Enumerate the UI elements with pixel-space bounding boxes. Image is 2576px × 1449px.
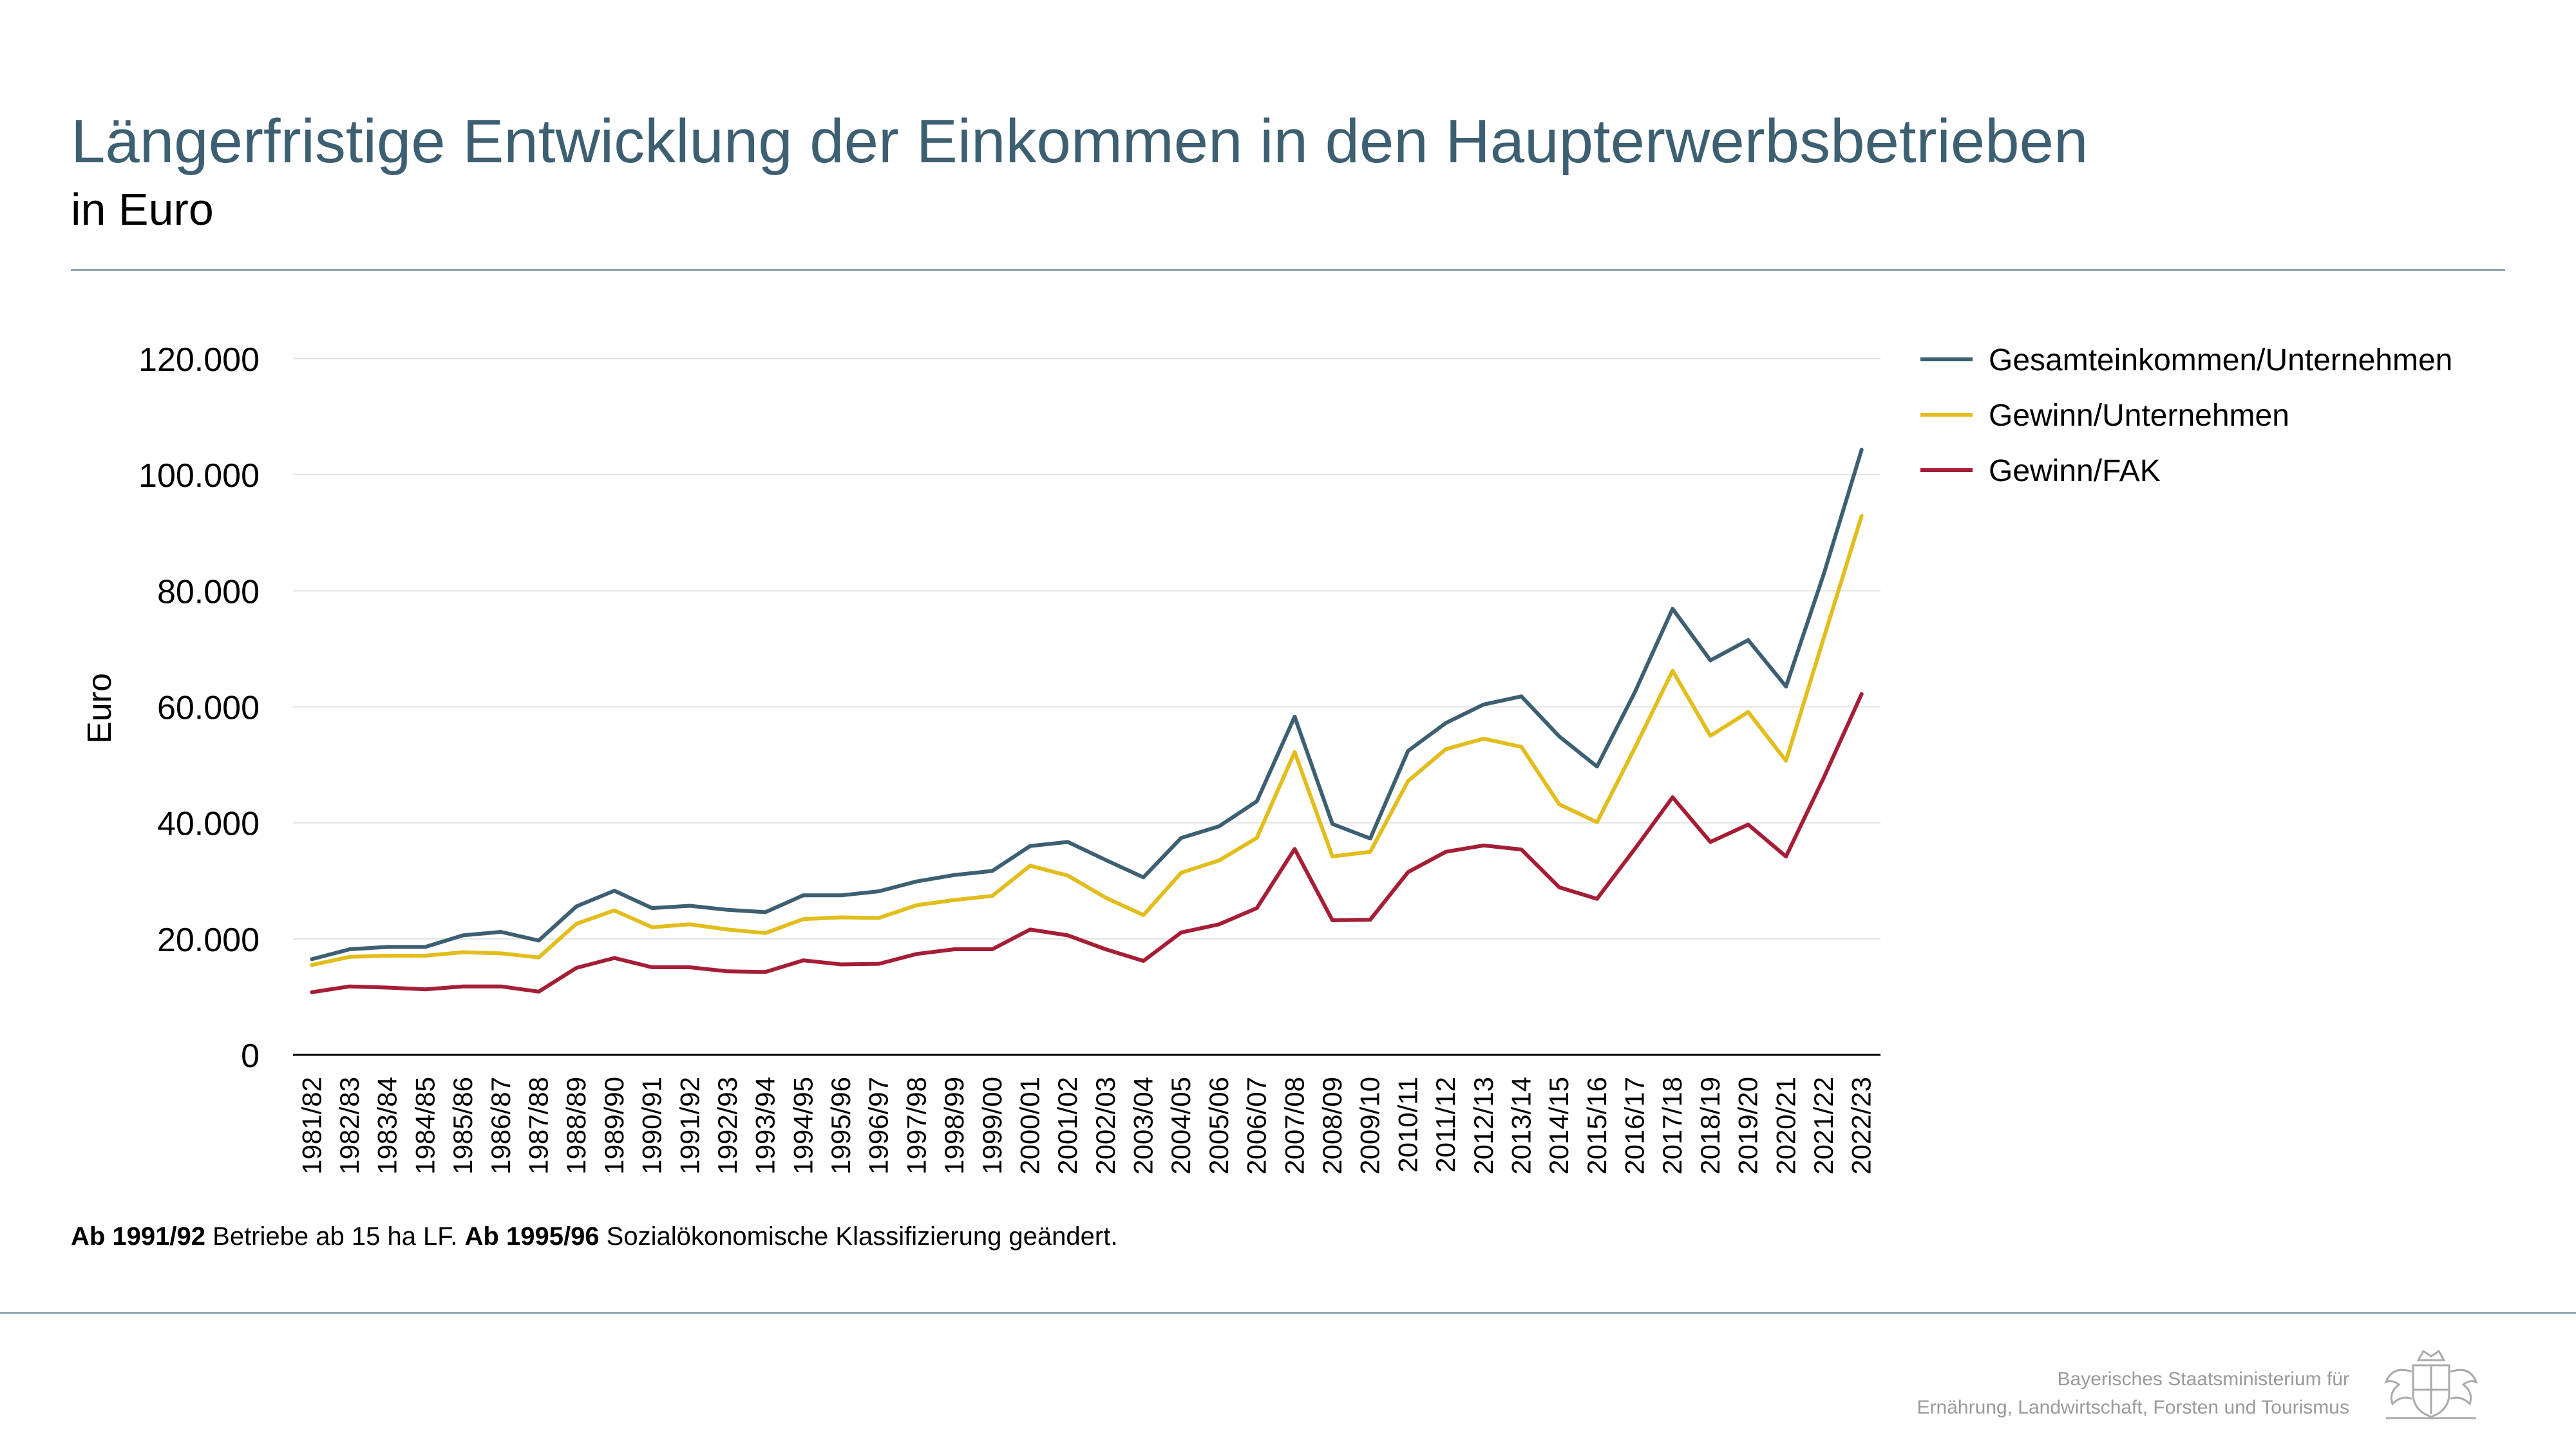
y-tick-label: 0 [241,1037,260,1075]
x-tick-label: 2000/01 [1014,1077,1045,1175]
series-line-2 [310,692,1864,994]
top-divider [71,269,2505,271]
x-tick-label: 1996/97 [864,1077,894,1175]
x-tick-label: 2018/19 [1695,1077,1725,1175]
x-tick-label: 2022/23 [1846,1077,1877,1175]
income-line-chart: 020.00040.00060.00080.000100.000120.000 … [81,341,2452,1175]
footnote-bold-2: Ab 1995/96 [464,1222,600,1251]
x-tick-label: 1994/95 [788,1077,818,1175]
y-tick-label: 80.000 [157,573,260,611]
y-tick-label: 100.000 [138,457,260,495]
x-tick-label: 1995/96 [826,1077,856,1175]
x-tick-label: 1985/86 [448,1077,478,1175]
x-tick-label: 1982/83 [334,1077,365,1175]
x-tick-label: 1987/88 [523,1077,553,1175]
x-tick-label: 2016/17 [1620,1077,1650,1175]
ministry-line-1: Bayerisches Staatsministerium für [2057,1368,2350,1390]
ministry-name: Bayerisches Staatsministerium für Ernähr… [1917,1365,2349,1422]
x-tick-label: 2011/12 [1430,1077,1461,1173]
footnote-bold-1: Ab 1991/92 [71,1222,206,1251]
x-tick-label: 2020/21 [1770,1077,1801,1175]
bottom-divider [0,1312,2576,1314]
legend-label: Gewinn/Unternehmen [1989,399,2289,433]
x-tick-label: 1981/82 [296,1077,327,1175]
x-tick-label: 2003/04 [1128,1077,1159,1175]
x-tick-label: 2006/07 [1242,1077,1272,1175]
x-tick-label: 2009/10 [1355,1077,1385,1175]
ministry-line-2: Ernährung, Landwirtschaft, Forsten und T… [1917,1397,2349,1418]
x-tick-label: 1992/93 [712,1077,743,1175]
series-line-0 [310,448,1864,961]
x-tick-label: 1991/92 [674,1077,705,1175]
x-tick-label: 2004/05 [1166,1077,1196,1175]
x-tick-label: 1984/85 [410,1077,440,1175]
legend: Gesamteinkommen/Unternehmen Gewinn/Untern… [1920,343,2452,488]
x-tick-label: 2017/18 [1657,1077,1687,1175]
y-tick-label: 120.000 [138,341,260,379]
x-tick-label: 2007/08 [1279,1077,1309,1175]
y-axis-label: Euro [81,673,118,744]
chart-title: Längerfristige Entwicklung der Einkommen… [71,107,2088,176]
x-tick-label: 2013/14 [1506,1077,1536,1175]
y-tick-label: 40.000 [157,806,260,843]
x-tick-label: 1993/94 [750,1077,781,1175]
x-tick-label: 1989/90 [599,1077,629,1175]
footnote: Ab 1991/92 Betriebe ab 15 ha LF. Ab 1995… [71,1222,1117,1251]
x-tick-label: 2008/09 [1317,1077,1347,1175]
series-line-1 [310,514,1864,967]
x-axis: 1981/82 1982/83 1983/84 1984/85 1985/86 1986/… [293,1054,1880,1175]
bavarian-coat-of-arms-icon [2384,1349,2478,1419]
x-tick-label: 2014/15 [1544,1077,1574,1175]
series-lines [310,448,1864,994]
y-axis: 0 20.000 40.000 60.000 80.000 100.000 120.000 [138,341,260,1075]
x-tick-label: 2021/22 [1808,1077,1839,1175]
x-tick-label: 2010/11 [1392,1077,1423,1173]
x-tick-label: 2001/02 [1052,1077,1083,1175]
legend-label: Gewinn/FAK [1989,454,2161,488]
x-tick-label: 1997/98 [901,1077,931,1175]
chart-subtitle: in Euro [71,184,214,234]
x-tick-label: 2005/06 [1204,1077,1234,1175]
x-tick-label: 2002/03 [1090,1077,1121,1175]
x-tick-label: 2012/13 [1468,1077,1499,1175]
x-tick-label: 1998/99 [939,1077,969,1175]
footnote-text-2: Sozialökonomische Klassifizierung geände… [599,1222,1118,1251]
y-tick-label: 20.000 [157,922,260,959]
legend-label: Gesamteinkommen/Unternehmen [1989,343,2452,377]
x-tick-label: 1986/87 [486,1077,516,1175]
x-tick-label: 1988/89 [561,1077,591,1175]
x-tick-label: 2019/20 [1733,1077,1763,1175]
y-tick-label: 60.000 [157,690,260,727]
x-tick-label: 2015/16 [1582,1077,1612,1175]
x-tick-label: 1983/84 [372,1077,402,1175]
x-tick-label: 1990/91 [637,1077,667,1175]
x-tick-label: 1999/00 [977,1077,1007,1175]
footnote-text-1: Betriebe ab 15 ha LF. [205,1222,465,1251]
